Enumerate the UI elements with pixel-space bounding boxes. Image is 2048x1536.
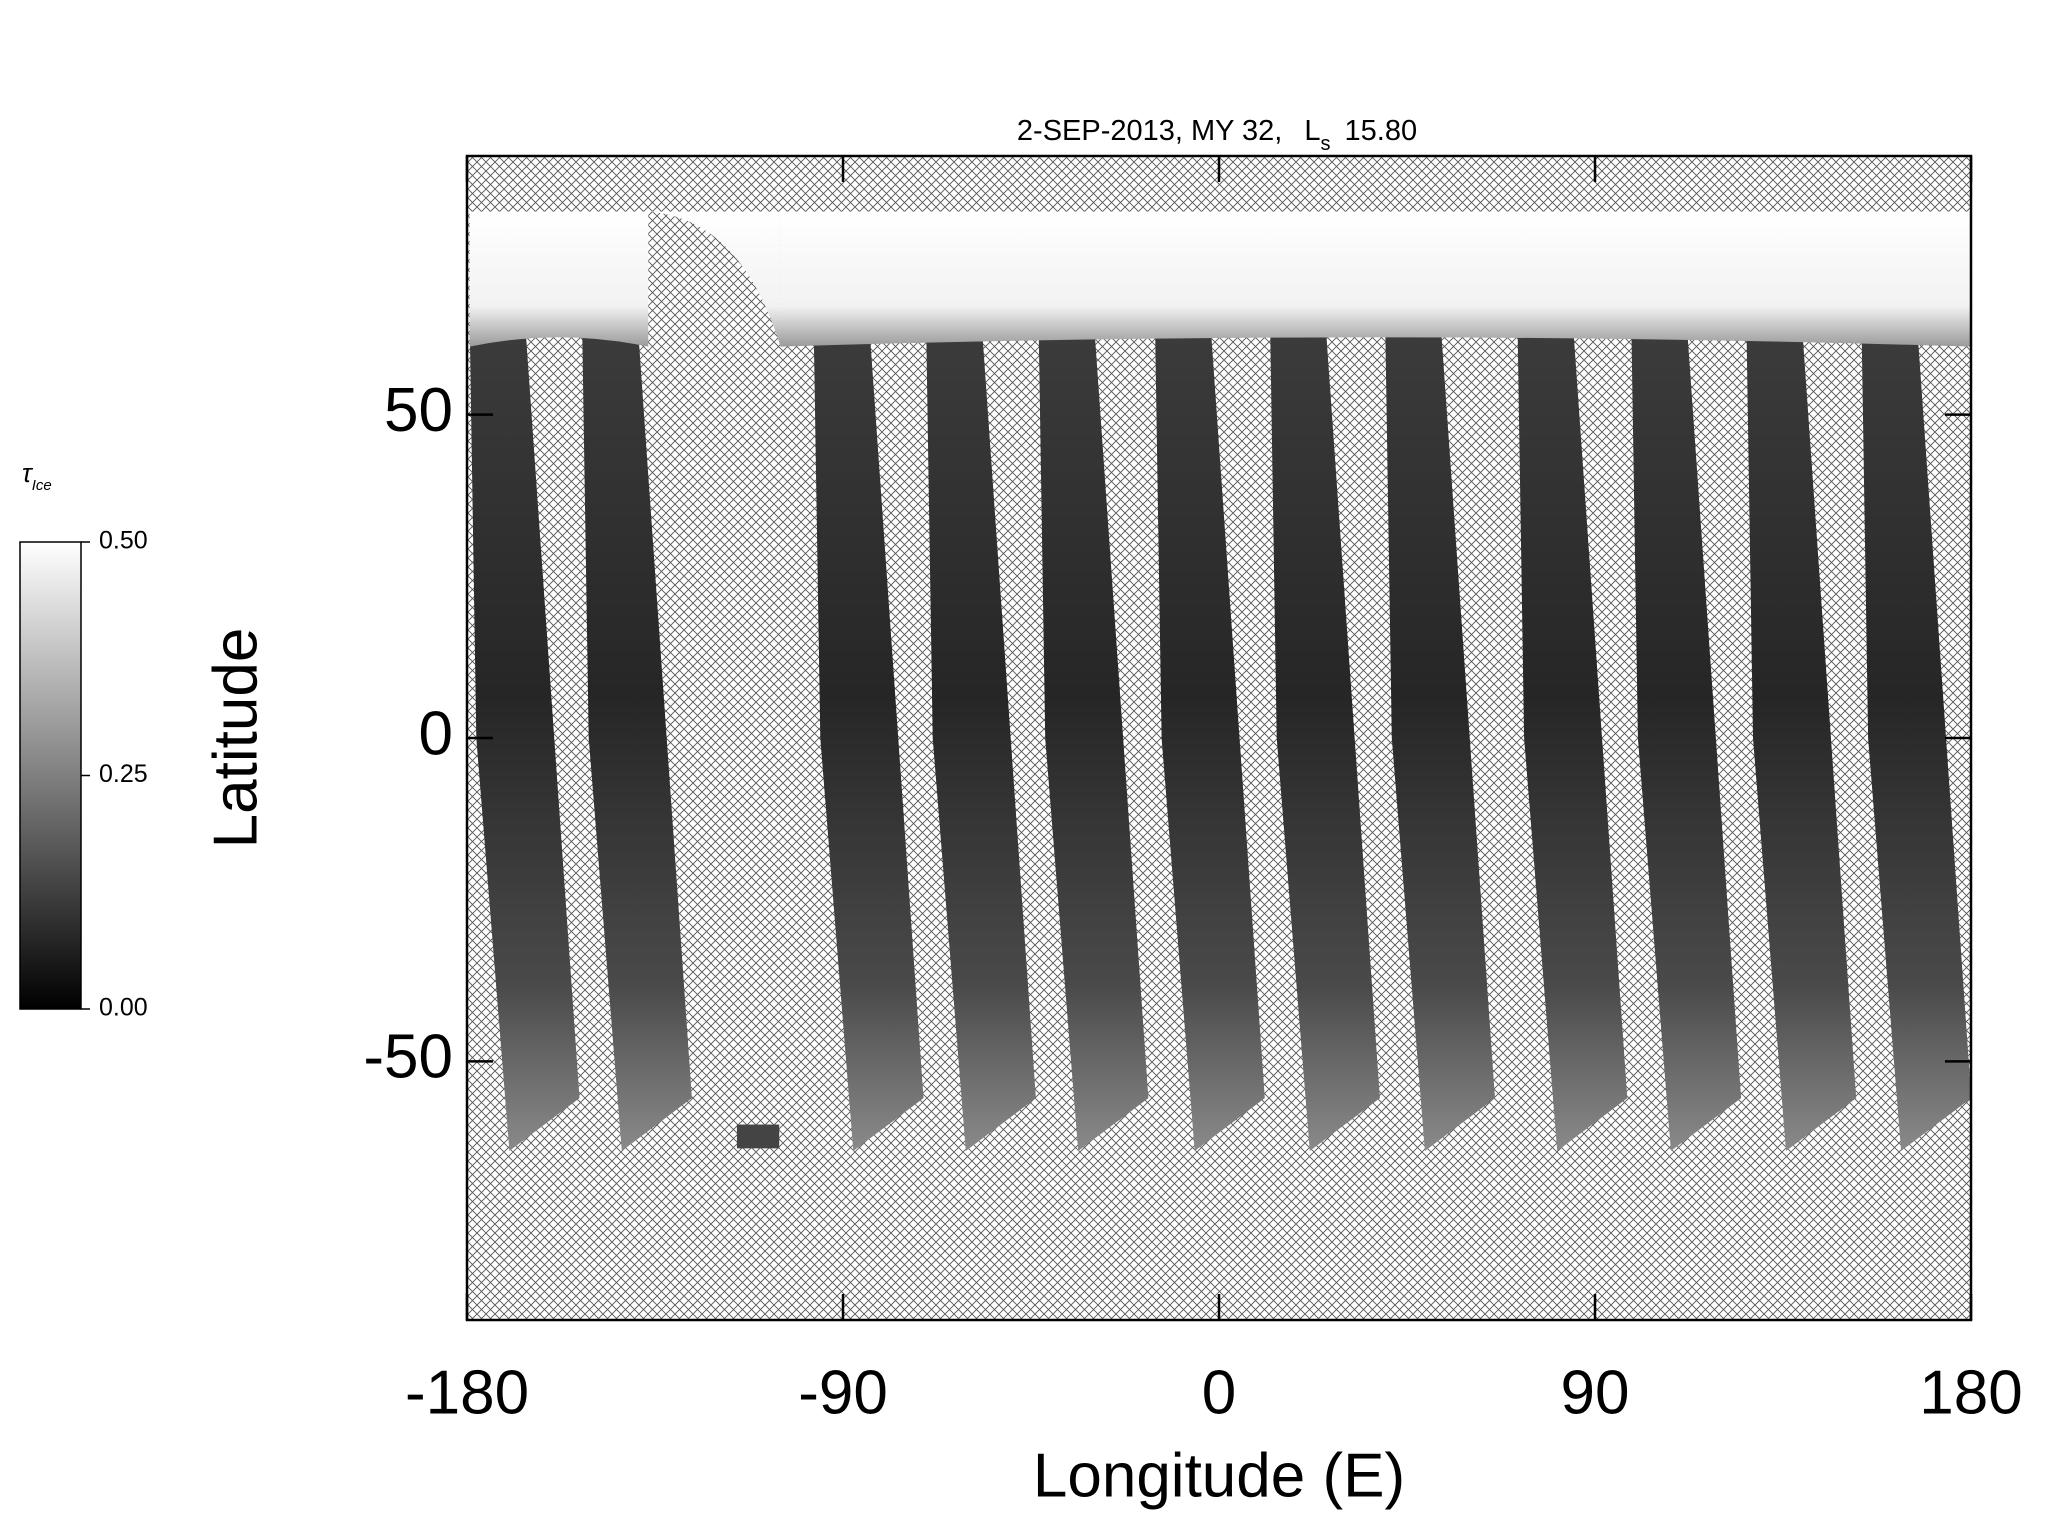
polar-cap <box>648 211 781 347</box>
swath <box>813 324 924 1152</box>
swath <box>582 324 692 1152</box>
colorbar-symbol: τ <box>22 458 34 488</box>
colorbar-subscript: Ice <box>32 477 52 494</box>
swath <box>1631 324 1742 1152</box>
y-tick-label: 50 <box>384 376 453 445</box>
swaths <box>469 211 1972 1152</box>
x-axis-label: Longitude (E) <box>1033 1441 1405 1510</box>
polar-cap <box>469 211 649 347</box>
x-tick-label: 180 <box>1919 1358 2022 1427</box>
x-tick-label: 0 <box>1202 1358 1236 1427</box>
swath <box>1746 324 1857 1152</box>
y-tick-label: 0 <box>419 699 453 768</box>
colorbar <box>19 541 82 1010</box>
swath <box>1155 324 1265 1152</box>
y-axis-label: Latitude <box>201 628 270 849</box>
swath <box>926 324 1036 1152</box>
swath <box>1861 324 1972 1152</box>
title-subscript: s <box>1321 133 1331 155</box>
x-tick-label: -90 <box>798 1358 888 1427</box>
polar-cap <box>780 211 1972 347</box>
colorbar-tick-label: 0.25 <box>99 760 148 788</box>
swath <box>469 324 580 1152</box>
colorbar-tick-label: 0.00 <box>99 994 148 1022</box>
title-symbol: L <box>1304 115 1320 147</box>
colorbar-label: τIce <box>22 458 52 494</box>
title-text: 2-SEP-2013, MY 32, <box>1017 115 1282 147</box>
chart-title: 2-SEP-2013, MY 32, Ls 15.80 <box>1017 115 1417 155</box>
x-tick-label: 90 <box>1561 1358 1630 1427</box>
y-tick-label: -50 <box>363 1023 453 1092</box>
title-value: 15.80 <box>1345 115 1418 147</box>
swath <box>1270 324 1380 1152</box>
swath-fragment <box>736 1124 780 1149</box>
swath <box>1517 324 1628 1152</box>
colorbar-tick-label: 0.50 <box>99 527 148 555</box>
swath <box>1385 324 1495 1152</box>
x-tick-label: -180 <box>405 1358 529 1427</box>
swath <box>1038 324 1149 1152</box>
